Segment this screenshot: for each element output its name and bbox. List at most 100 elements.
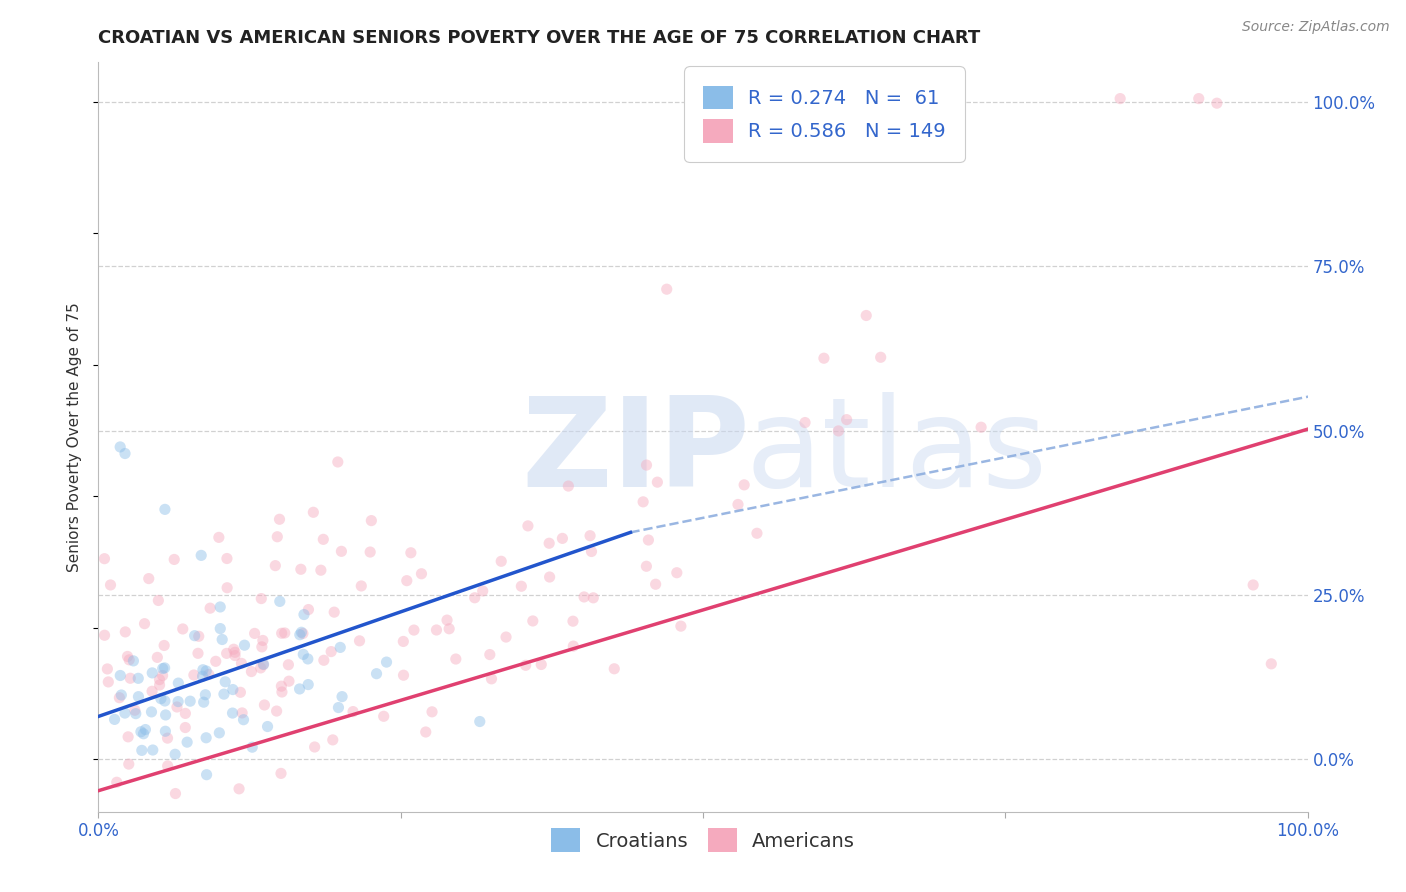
Point [835, 412, 858, 426]
Point [349, 633, 371, 648]
Point [309, 563, 332, 577]
Point [197, 667, 219, 681]
Point [269, 512, 291, 526]
Point [221, 706, 243, 720]
Point [515, 658, 537, 673]
Point [478, 648, 501, 662]
Point [290, 562, 312, 576]
Point [579, 529, 602, 543]
Point [240, 740, 263, 755]
Point [141, 705, 163, 719]
Point [118, 653, 141, 667]
Point [131, 743, 153, 757]
Point [274, 626, 297, 640]
Point [146, 650, 169, 665]
Point [127, 690, 149, 704]
Point [125, 706, 148, 721]
Point [437, 622, 460, 636]
Point [292, 648, 315, 662]
Point [211, 632, 233, 647]
Point [127, 671, 149, 685]
Point [869, 351, 891, 365]
Point [166, 700, 188, 714]
Point [468, 714, 491, 729]
Point [277, 657, 299, 672]
Point [328, 700, 350, 714]
Point [644, 577, 666, 591]
Point [215, 551, 238, 566]
Point [266, 530, 288, 544]
Point [174, 706, 197, 721]
Point [114, 446, 136, 460]
Point [411, 566, 433, 581]
Point [297, 652, 319, 666]
Point [264, 558, 287, 573]
Point [256, 719, 278, 733]
Point [636, 458, 658, 472]
Point [100, 578, 122, 592]
Point [214, 674, 236, 689]
Point [350, 579, 373, 593]
Point [208, 530, 231, 544]
Point [392, 668, 415, 682]
Point [183, 629, 205, 643]
Point [392, 634, 415, 648]
Point [582, 591, 605, 605]
Point [538, 536, 561, 550]
Point [250, 591, 273, 606]
Point [297, 602, 319, 616]
Point [489, 554, 512, 568]
Point [228, 781, 250, 796]
Point [174, 721, 197, 735]
Point [134, 723, 156, 737]
Point [103, 713, 125, 727]
Point [252, 657, 274, 672]
Point [636, 559, 658, 574]
Point [153, 502, 176, 516]
Point [142, 743, 165, 757]
Legend: Croatians, Americans: Croatians, Americans [541, 819, 865, 862]
Point [481, 672, 503, 686]
Point [402, 623, 425, 637]
Point [212, 687, 235, 701]
Point [538, 570, 561, 584]
Point [156, 731, 179, 746]
Point [176, 735, 198, 749]
Point [96, 662, 118, 676]
Point [464, 591, 486, 605]
Point [108, 690, 131, 705]
Point [152, 661, 174, 675]
Point [794, 416, 817, 430]
Point [153, 639, 176, 653]
Point [252, 657, 274, 672]
Point [179, 694, 201, 708]
Point [252, 633, 274, 648]
Point [1109, 92, 1132, 106]
Point [190, 549, 212, 563]
Point [297, 677, 319, 691]
Text: atlas: atlas [745, 392, 1047, 513]
Point [224, 645, 246, 659]
Point [209, 599, 232, 614]
Point [562, 614, 585, 628]
Point [148, 678, 170, 692]
Point [444, 652, 467, 666]
Point [163, 823, 186, 838]
Point [1188, 92, 1211, 106]
Point [471, 584, 494, 599]
Point [562, 639, 585, 653]
Point [222, 642, 245, 657]
Point [117, 649, 139, 664]
Point [1260, 657, 1282, 671]
Point [134, 616, 156, 631]
Text: ZIP: ZIP [522, 392, 751, 513]
Point [156, 759, 179, 773]
Point [522, 614, 544, 628]
Point [217, 581, 239, 595]
Point [141, 684, 163, 698]
Point [153, 661, 176, 675]
Point [250, 640, 273, 654]
Point [155, 724, 177, 739]
Point [187, 646, 209, 660]
Point [322, 732, 344, 747]
